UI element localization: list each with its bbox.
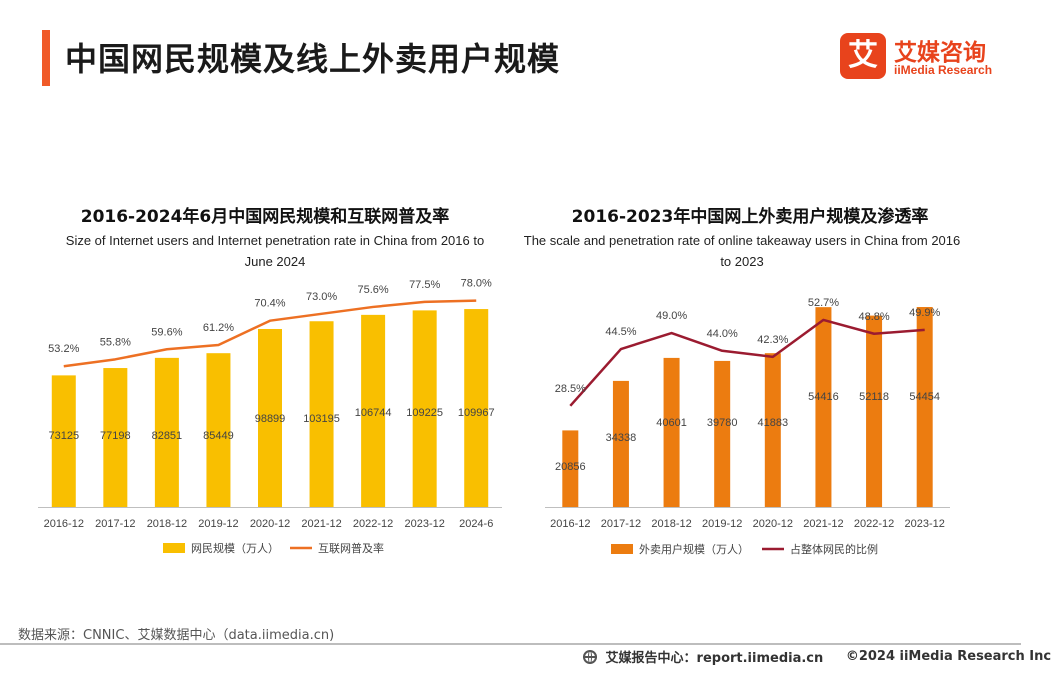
- bar-2020-12: [258, 328, 282, 507]
- line-value-label: 73.0%: [306, 291, 337, 303]
- x-tick-label: 2017-12: [95, 518, 135, 530]
- line-value-label: 28.5%: [555, 383, 586, 395]
- report-center-link[interactable]: 艾媒报告中心：report.iimedia.cn: [605, 651, 824, 666]
- legend-label: 占整体网民的比例: [790, 542, 878, 556]
- x-tick-label: 2023-12: [404, 518, 444, 530]
- x-tick-label: 2021-12: [301, 518, 341, 530]
- line-value-label: 53.2%: [48, 343, 79, 355]
- x-tick-label: 2021-12: [803, 518, 843, 530]
- x-tick-label: 2019-12: [198, 518, 238, 530]
- logo-english-name: iiMedia Research: [894, 63, 993, 77]
- legend-swatch-bar: [163, 543, 185, 553]
- legend-label: 互联网普及率: [318, 541, 384, 555]
- bar-2016-12: [51, 375, 76, 507]
- x-tick-label: 2018-12: [651, 518, 691, 530]
- line-series-占整体网民的比例: [569, 318, 925, 407]
- bar-2021-12: [309, 321, 334, 507]
- footer-bar: 艾媒报告中心：report.iimedia.cn ©2024 iiMedia R…: [583, 647, 1051, 666]
- logo-mark-icon: 艾: [840, 33, 886, 79]
- line-value-label: 61.2%: [203, 322, 234, 334]
- bar-value-label: 20856: [555, 461, 586, 473]
- x-tick-label: 2022-12: [353, 518, 393, 530]
- bar-value-label: 54416: [808, 391, 839, 403]
- bar-2017-12: [103, 368, 128, 507]
- bar-2017-12: [612, 380, 629, 507]
- line-value-label: 44.0%: [707, 328, 738, 340]
- logo-chinese-name: 艾媒咨询: [894, 40, 986, 66]
- data-source-note: 数据来源：CNNIC、艾媒数据中心（data.iimedia.cn): [18, 628, 335, 643]
- bar-2022-12: [361, 314, 386, 507]
- line-value-label: 49.9%: [909, 307, 940, 319]
- line-value-label: 42.3%: [757, 334, 788, 346]
- x-tick-label: 2024-6: [459, 518, 493, 530]
- x-tick-label: 2016-12: [44, 518, 84, 530]
- bar-2019-12: [714, 360, 731, 507]
- x-tick-label: 2022-12: [854, 518, 894, 530]
- chart-title-takeaway-users: 2016-2023年中国网上外卖用户规模及渗透率: [571, 207, 929, 227]
- line-value-label: 77.5%: [409, 279, 440, 291]
- bar-2020-12: [764, 353, 781, 507]
- bar-value-label: 98899: [255, 413, 286, 425]
- chart-title-internet-users: 2016-2024年6月中国网民规模和互联网普及率: [80, 207, 450, 227]
- line-value-label: 52.7%: [808, 297, 839, 309]
- line-value-label: 49.0%: [656, 310, 687, 322]
- title-accent-bar: [42, 30, 50, 86]
- bar-value-label: 85449: [203, 430, 234, 442]
- bar-2024-6: [464, 309, 489, 507]
- line-value-label: 48.8%: [858, 311, 889, 323]
- x-tick-label: 2020-12: [753, 518, 793, 530]
- bar-value-label: 109225: [406, 407, 443, 419]
- bar-2018-12: [154, 357, 179, 507]
- bar-value-label: 103195: [303, 413, 340, 425]
- line-value-label: 55.8%: [100, 336, 131, 348]
- bar-value-label: 109967: [458, 407, 495, 419]
- bar-2018-12: [663, 357, 680, 507]
- footer-divider: [0, 643, 1021, 645]
- bar-2022-12: [866, 315, 883, 507]
- line-value-label: 70.4%: [254, 298, 285, 310]
- legend-label: 外卖用户规模（万人）: [639, 542, 749, 556]
- iimedia-logo: 艾 艾媒咨询 iiMedia Research: [840, 33, 1010, 81]
- bar-2023-12: [916, 307, 933, 507]
- copyright-text: ©2024 iiMedia Research Inc: [845, 649, 1052, 664]
- line-value-label: 44.5%: [605, 326, 636, 338]
- bar-value-label: 40601: [656, 417, 687, 429]
- legend-label: 网民规模（万人）: [191, 541, 279, 555]
- x-tick-label: 2019-12: [702, 518, 742, 530]
- bar-value-label: 106744: [355, 407, 392, 419]
- x-tick-label: 2023-12: [905, 518, 945, 530]
- x-tick-label: 2018-12: [147, 518, 187, 530]
- globe-icon: [583, 649, 597, 664]
- legend-swatch-bar: [611, 544, 633, 554]
- line-value-label: 59.6%: [151, 326, 182, 338]
- bar-value-label: 82851: [152, 430, 183, 442]
- bar-value-label: 34338: [606, 432, 637, 444]
- bar-2019-12: [206, 353, 231, 507]
- chart-subtitle-internet-users: Size of Internet users and Internet pene…: [65, 233, 485, 269]
- chart-subtitle-takeaway-users: The scale and penetration rate of online…: [523, 233, 961, 269]
- bar-value-label: 41883: [758, 417, 789, 429]
- x-tick-label: 2016-12: [550, 518, 590, 530]
- x-tick-label: 2017-12: [601, 518, 641, 530]
- page-title: 中国网民规模及线上外卖用户规模: [65, 40, 561, 78]
- line-value-label: 75.6%: [358, 284, 389, 296]
- bar-value-label: 77198: [100, 430, 131, 442]
- x-tick-label: 2020-12: [250, 518, 290, 530]
- bar-value-label: 52118: [859, 391, 889, 403]
- bar-2023-12: [412, 310, 437, 507]
- bar-2016-12: [562, 430, 579, 507]
- bar-value-label: 54454: [909, 391, 940, 403]
- bar-value-label: 73125: [48, 430, 79, 442]
- line-value-label: 78.0%: [461, 278, 492, 290]
- bar-value-label: 39780: [707, 417, 738, 429]
- bar-2021-12: [815, 307, 832, 507]
